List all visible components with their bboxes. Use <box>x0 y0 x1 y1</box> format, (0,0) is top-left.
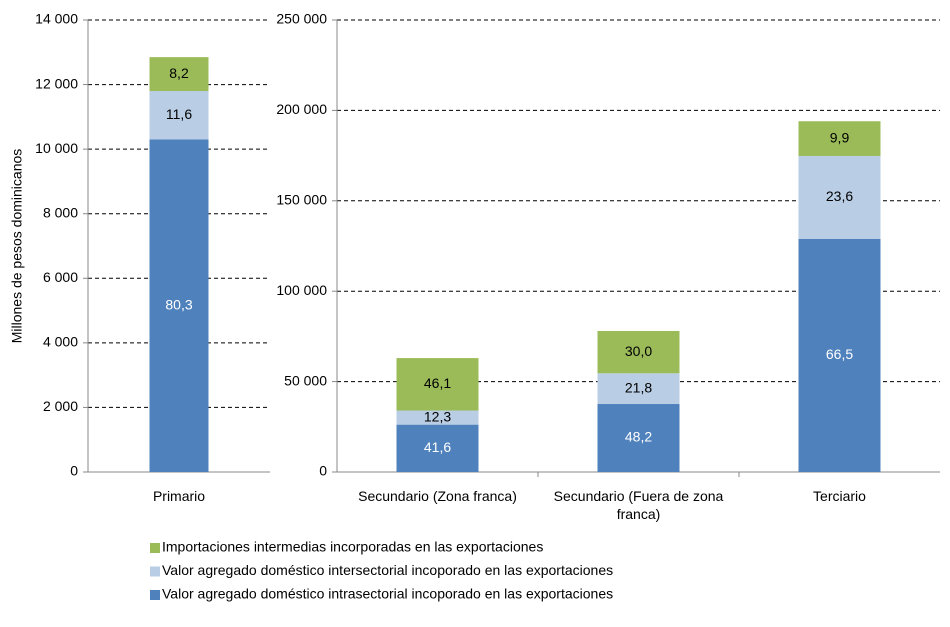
data-label: 9,9 <box>830 129 850 145</box>
y-tick-label: 100 000 <box>276 282 327 298</box>
data-label: 11,6 <box>166 106 192 122</box>
y-tick-label: 14 000 <box>35 11 78 27</box>
y-tick-label: 4 000 <box>43 334 78 350</box>
data-label: 23,6 <box>826 188 853 204</box>
bar-segment <box>149 91 209 140</box>
data-label: 12,3 <box>424 408 451 424</box>
y-tick-label: 200 000 <box>276 101 327 117</box>
x-tick-label: Secundario (Fuera de zona franca) <box>553 488 724 522</box>
y-axis-title: Millones de pesos dominicanos <box>9 149 25 344</box>
data-label: 41,6 <box>424 439 451 455</box>
bar-segment <box>396 410 479 425</box>
bar-segment <box>798 121 881 156</box>
legend-label: Importaciones intermedias incorporadas e… <box>162 539 543 555</box>
y-tick-label: 50 000 <box>284 372 327 388</box>
bar-segment <box>149 139 209 472</box>
data-label: 30,0 <box>625 343 652 359</box>
y-tick-label: 10 000 <box>35 140 78 156</box>
legend-swatch <box>150 566 160 577</box>
y-tick-label: 6 000 <box>43 269 78 285</box>
data-label: 46,1 <box>424 375 451 391</box>
x-tick-label: Primario <box>152 488 206 504</box>
bar-segment <box>798 155 881 239</box>
bar-segment <box>597 373 680 405</box>
y-tick-label: 12 000 <box>35 75 78 91</box>
bar-segment <box>396 424 479 472</box>
y-tick-label: 0 <box>70 463 78 479</box>
data-label: 80,3 <box>165 296 192 312</box>
legend-label: Valor agregado doméstico intrasectorial … <box>162 586 613 602</box>
legend-swatch <box>150 543 160 553</box>
data-label: 48,2 <box>625 429 652 445</box>
bar-segment <box>597 404 680 472</box>
y-tick-label: 2 000 <box>43 398 78 414</box>
x-tick-label: Terciario <box>813 488 866 504</box>
bar-segment <box>597 330 680 374</box>
data-label: 8,2 <box>169 65 189 81</box>
data-label: 21,8 <box>625 379 652 395</box>
legend-swatch <box>150 590 160 600</box>
x-tick-label: Secundario (Zona franca) <box>358 488 517 504</box>
y-tick-label: 0 <box>319 463 327 479</box>
bar-segment <box>798 238 881 472</box>
legend-label: Valor agregado doméstico intersectorial … <box>162 562 613 578</box>
y-tick-label: 250 000 <box>276 11 327 27</box>
bar-segment <box>149 57 209 92</box>
y-tick-label: 8 000 <box>43 204 78 220</box>
y-tick-label: 150 000 <box>276 192 327 208</box>
bar-segment <box>396 358 479 411</box>
data-label: 66,5 <box>826 346 853 362</box>
